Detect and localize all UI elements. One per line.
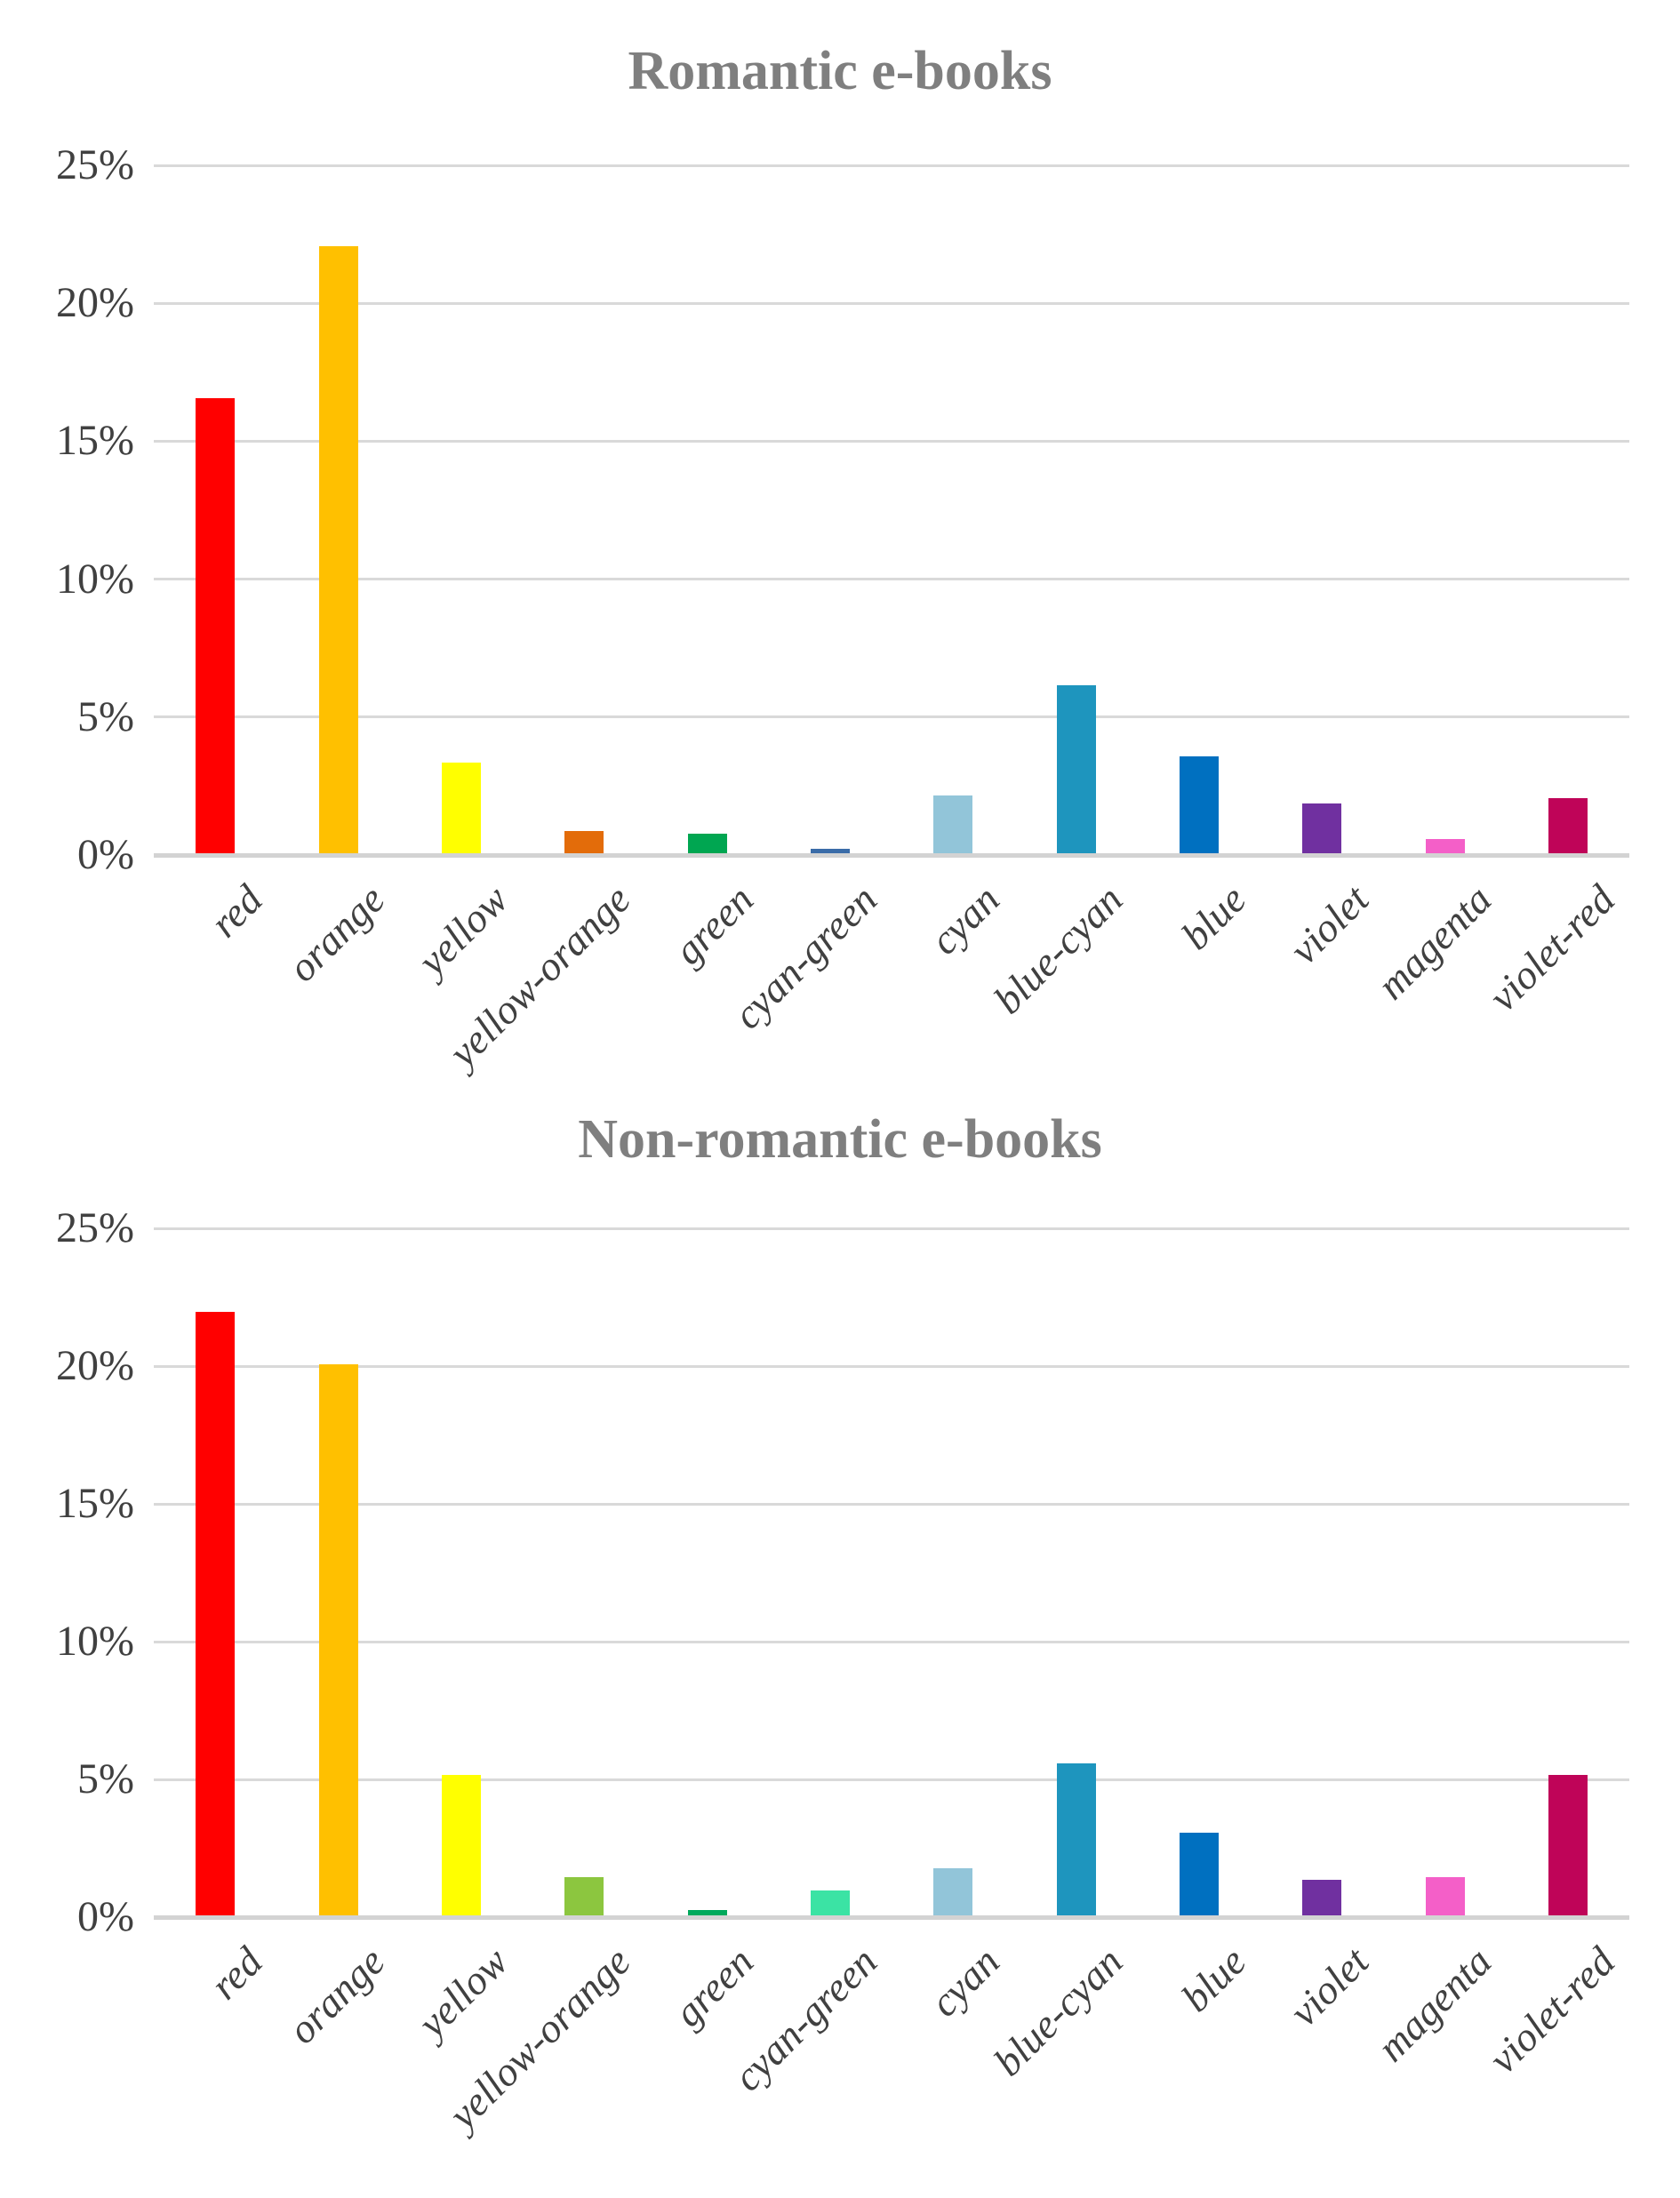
x-category-label-violet-red: violet-red [1479,1938,1623,2082]
x-category-label-violet: violet [1280,1938,1378,2035]
bar-red [196,1312,236,1915]
x-category-label-yellow: yellow [408,1938,516,2046]
x-category-label-cyan: cyan [921,876,1009,963]
x-category-label-magenta: magenta [1368,1938,1500,2071]
x-category-label-red: red [201,1938,271,2009]
y-tick-label: 5% [77,1755,134,1802]
x-category-label-red: red [201,876,271,947]
gridline-25% [154,164,1629,167]
gridline-5% [154,1778,1629,1781]
y-tick-label: 5% [77,692,134,740]
chart-title-romantic: Romantic e-books [628,41,1052,101]
bar-blue-cyan [1056,1763,1096,1915]
gridline-20% [154,301,1629,305]
bar-yellow [441,1775,481,1915]
x-category-label-yellow-orange: yellow-orange [440,876,640,1075]
gridline-10% [154,578,1629,581]
bar-magenta [1425,839,1465,853]
x-category-label-magenta: magenta [1368,876,1500,1009]
y-tick-label: 20% [56,279,134,327]
gridline-5% [154,715,1629,719]
bar-orange [318,1364,358,1915]
bar-yellow [441,763,481,853]
bar-violet [1302,1880,1342,1915]
x-category-label-blue: blue [1172,876,1254,959]
y-tick-label: 0% [77,1893,134,1940]
x-category-label-cyan-green: cyan-green [724,876,885,1038]
y-tick-label: 25% [56,141,134,188]
bar-red [196,398,236,853]
x-category-label-green: green [665,876,763,973]
bar-violet-red [1548,1775,1588,1915]
x-category-label-yellow-orange: yellow-orange [440,1938,640,2138]
x-category-label-blue: blue [1172,1938,1254,2021]
bar-green [687,1910,727,1915]
bar-blue [1179,756,1219,853]
x-category-label-violet: violet [1280,876,1378,973]
bar-magenta [1425,1877,1465,1915]
x-category-label-orange: orange [279,876,394,991]
chart-title-non-romantic: Non-romantic e-books [578,1109,1102,1170]
x-axis-baseline [154,1914,1629,1920]
x-category-label-green: green [665,1938,763,2035]
y-tick-label: 0% [77,831,134,878]
bar-cyan-green [810,1890,850,1915]
gridline-15% [154,439,1629,443]
x-axis-baseline [154,852,1629,858]
bar-yellow-orange [564,831,604,853]
x-category-label-orange: orange [279,1938,394,2053]
bar-violet [1302,803,1342,853]
y-tick-label: 20% [56,1342,134,1389]
y-tick-label: 15% [56,417,134,465]
gridline-10% [154,1640,1629,1643]
bar-blue [1179,1833,1219,1915]
y-tick-label: 10% [56,555,134,603]
bar-orange [318,246,358,853]
gridline-20% [154,1364,1629,1368]
x-category-label-blue-cyan: blue-cyan [985,876,1132,1023]
y-tick-label: 15% [56,1480,134,1527]
gridline-25% [154,1227,1629,1230]
gridline-15% [154,1502,1629,1506]
bar-blue-cyan [1056,685,1096,853]
bar-cyan [933,1868,973,1915]
bar-yellow-orange [564,1877,604,1915]
x-category-label-cyan-green: cyan-green [724,1938,885,2100]
bar-cyan-green [810,849,850,853]
x-category-label-yellow: yellow [408,876,516,984]
x-category-label-cyan: cyan [921,1938,1009,2026]
y-tick-label: 25% [56,1204,134,1251]
y-tick-label: 10% [56,1618,134,1665]
x-category-label-blue-cyan: blue-cyan [985,1938,1132,2085]
bar-cyan [933,795,973,853]
bar-green [687,834,727,853]
bar-violet-red [1548,798,1588,853]
x-category-label-violet-red: violet-red [1479,876,1623,1020]
